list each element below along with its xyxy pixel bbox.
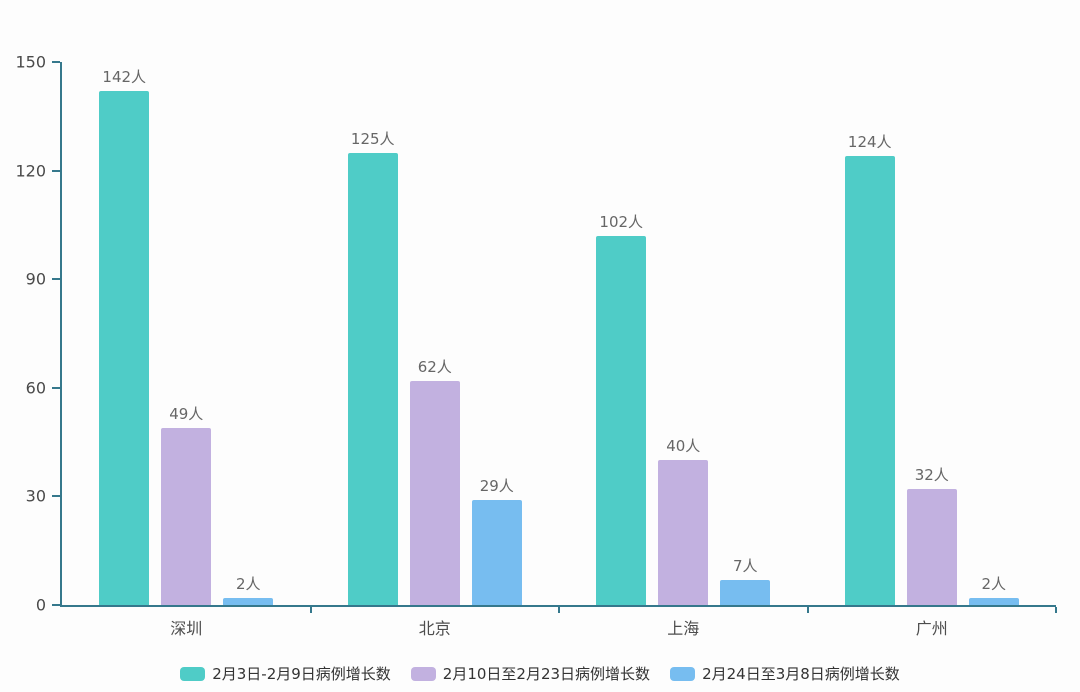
bar-value-label: 62人	[417, 357, 452, 376]
y-tick-mark	[52, 495, 60, 498]
bar-value-label: 2人	[235, 574, 261, 593]
legend-swatch-icon	[410, 666, 436, 681]
x-tick-mark	[806, 607, 809, 613]
bar-北京-series1	[347, 152, 398, 605]
bar-value-label: 29人	[479, 477, 514, 496]
bar-北京-series2	[409, 380, 460, 605]
bar-value-label: 2人	[981, 574, 1007, 593]
y-tick-label: 0	[35, 595, 46, 615]
legend-item-1[interactable]: 2月3日-2月9日病例增长数	[180, 663, 391, 684]
legend-item-3[interactable]: 2月24日至3月8日病例增长数	[670, 663, 900, 684]
y-tick-label: 120	[15, 161, 46, 181]
bar-value-label: 102人	[599, 212, 644, 231]
y-axis-line	[60, 62, 62, 607]
x-tick-mark	[558, 607, 560, 613]
bar-value-label: 124人	[847, 133, 892, 152]
bar-深圳-series3	[223, 597, 274, 605]
x-tick-mark	[1055, 607, 1057, 613]
y-tick-mark	[52, 386, 60, 389]
bar-深圳-series2	[161, 427, 212, 605]
y-tick-mark	[52, 61, 60, 63]
bar-广州-series2	[906, 489, 957, 605]
bar-北京-series3	[471, 500, 522, 605]
bar-value-label: 7人	[732, 556, 758, 575]
bar-value-label: 125人	[350, 129, 395, 148]
y-tick-label: 30	[25, 486, 46, 506]
bar-上海-series2	[658, 460, 709, 605]
legend-swatch-icon	[180, 666, 206, 681]
legend-swatch-icon	[670, 666, 696, 681]
y-tick-label: 90	[25, 269, 46, 289]
category-label-3: 上海	[667, 619, 700, 638]
bar-深圳-series1	[99, 90, 150, 605]
bar-value-label: 49人	[169, 404, 204, 423]
bar-value-label: 40人	[666, 437, 701, 456]
bar-广州-series1	[844, 156, 895, 605]
category-label-2: 北京	[418, 619, 451, 638]
x-tick-mark	[309, 607, 312, 613]
bar-value-label: 142人	[102, 67, 147, 86]
legend-label: 2月10日至2月23日病例增长数	[442, 665, 651, 683]
bar-广州-series3	[968, 597, 1019, 605]
bar-value-label: 32人	[914, 466, 949, 485]
y-tick-label: 150	[15, 52, 46, 72]
legend: 2月3日-2月9日病例增长数 2月10日至2月23日病例增长数 2月24日至3月8日…	[0, 663, 1080, 684]
legend-item-2[interactable]: 2月10日至2月23日病例增长数	[410, 663, 651, 684]
legend-label: 2月24日至3月8日病例增长数	[702, 665, 900, 683]
y-tick-label: 60	[25, 378, 46, 398]
bar-上海-series1	[596, 235, 647, 605]
y-tick-mark	[52, 278, 60, 281]
legend-label: 2月3日-2月9日病例增长数	[212, 665, 391, 683]
y-tick-mark	[52, 604, 60, 606]
category-label-1: 深圳	[170, 619, 203, 638]
y-tick-mark	[52, 169, 60, 172]
plot-area: 0 30 60 90 120 150 142人 49人 2人 125人 62人 29人 102人 40人…	[15, 53, 1057, 638]
bar-上海-series3	[720, 579, 771, 605]
x-axis-line	[60, 605, 1056, 607]
category-label-4: 广州	[915, 619, 948, 638]
